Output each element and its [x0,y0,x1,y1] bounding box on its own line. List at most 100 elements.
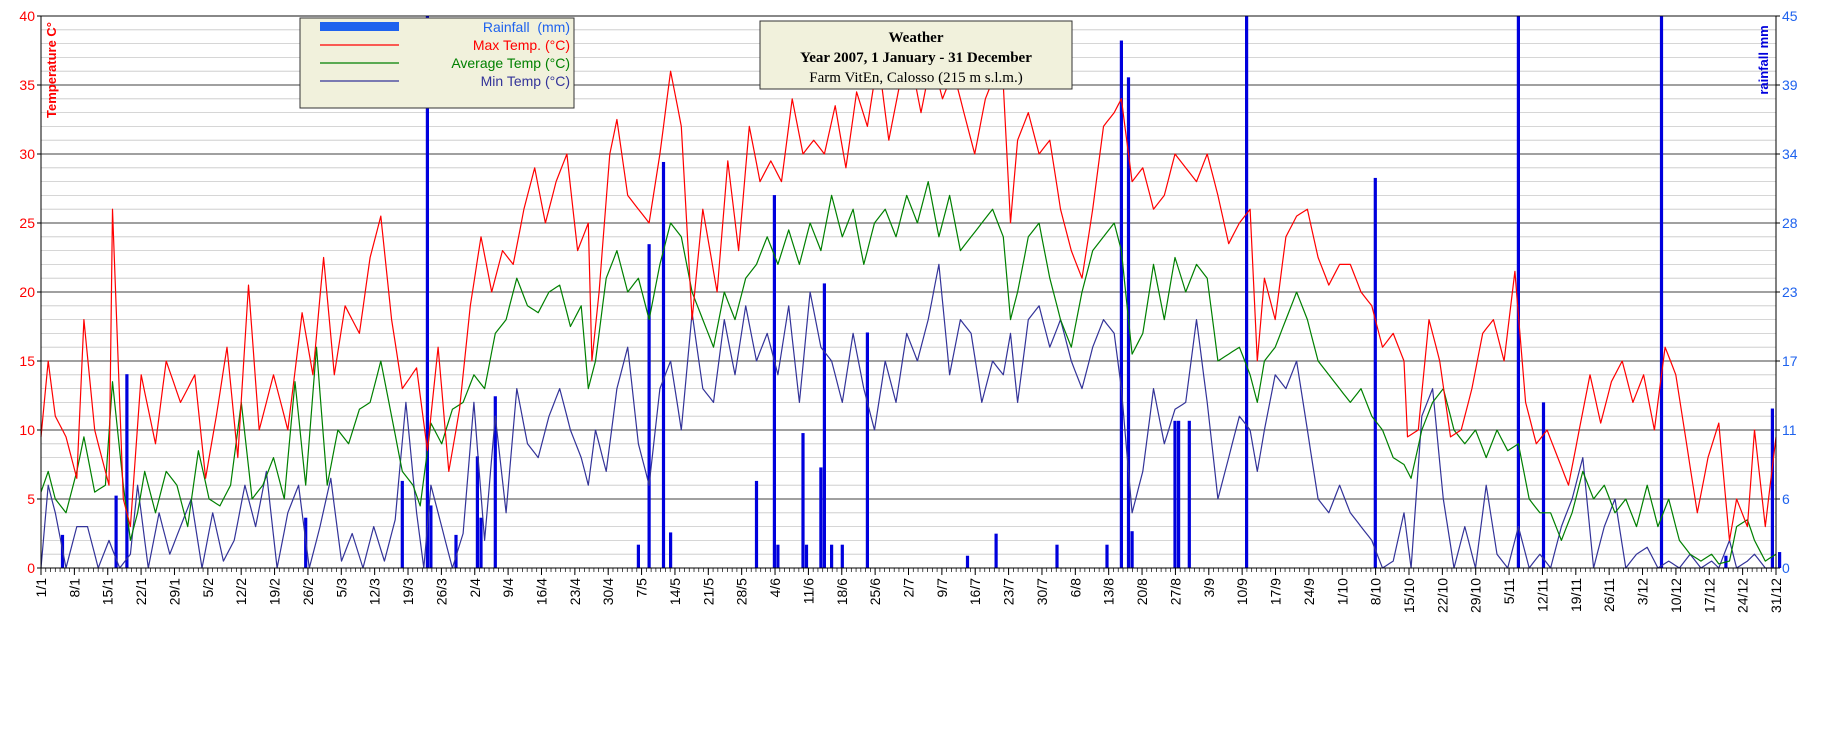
rainfall-bar [819,467,823,568]
rainfall-bar [636,544,640,568]
x-tick-label: 25/6 [867,578,883,605]
x-tick-label: 12/11 [1534,578,1550,612]
x-tick-label: 5/3 [333,578,349,598]
x-tick-label: 30/7 [1034,578,1050,605]
chart-title: Weather [889,30,944,46]
x-tick-label: 17/12 [1701,578,1717,613]
x-tick-label: 12/3 [367,578,383,605]
x-tick-label: 28/5 [734,578,750,605]
rainfall-bar [114,495,118,568]
rainfall-bar [661,161,666,568]
rainfall-bar [772,195,776,569]
rainfall-bar [125,374,129,568]
y2-tick-label: 17 [1782,353,1798,369]
x-tick-label: 22/1 [133,578,149,605]
rainfall-bar [840,544,844,568]
legend-label-min: Min Temp (°C) [481,73,570,89]
series-line-avg [40,181,1777,565]
x-tick-label: 7/5 [634,578,650,598]
chart-subtitle-location: Farm VitEn, Calosso (215 m s.l.m.) [809,70,1022,86]
y-tick-label: 25 [19,215,35,231]
y-tick-label: 35 [19,77,35,93]
x-tick-label: 22/10 [1434,578,1450,613]
legend-label-avg: Average Temp (°C) [451,55,570,71]
x-tick-label: 23/7 [1001,578,1017,605]
rainfall-bar [647,244,651,568]
x-tick-label: 26/3 [433,578,449,605]
x-tick-label: 18/6 [834,578,850,605]
x-tick-label: 19/3 [400,578,416,605]
y-tick-label: 15 [19,353,35,369]
y2-tick-label: 45 [1782,8,1798,24]
rainfall-bar [865,332,869,568]
x-tick-label: 17/9 [1268,578,1284,605]
legend-label-rain: Rainfall (mm) [483,19,570,35]
x-tick-label: 9/7 [934,578,950,598]
title-box-bg [759,20,1073,90]
x-tick-label: 11/6 [800,578,816,604]
x-tick-label: 6/8 [1067,578,1083,598]
y2-tick-label: 0 [1782,560,1790,576]
y2-tick-label: 6 [1782,491,1790,507]
x-tick-label: 30/4 [600,578,616,605]
x-tick-label: 3/12 [1635,578,1651,605]
y2-tick-label: 28 [1782,215,1798,231]
rainfall-bar [804,544,809,568]
x-tick-label: 8/1 [66,578,82,598]
x-tick-label: 3/9 [1201,578,1217,598]
rainfall-bar [965,555,970,568]
rainfall-bar [1173,420,1177,568]
series-line-min [40,263,1776,569]
rainfall-bar [754,480,759,568]
y-tick-label: 0 [27,560,35,576]
x-tick-label: 26/2 [300,578,316,605]
legend-label-max: Max Temp. (°C) [473,37,570,53]
x-tick-label: 10/9 [1234,578,1250,605]
rainfall-bar [822,283,826,568]
y2-tick-label: 23 [1782,284,1798,300]
y-tick-label: 30 [19,146,35,162]
chart-subtitle: Year 2007, 1 January - 31 December [800,50,1032,66]
y2-tick-label: 39 [1782,77,1798,93]
x-tick-label: 4/6 [767,578,783,598]
rainfall-bar [425,16,429,568]
x-tick-label: 29/1 [167,578,183,605]
rainfall-bar [1516,16,1520,568]
rainfall-bar [1105,544,1109,568]
x-tick-label: 16/4 [534,578,550,605]
rainfall-bar [776,544,780,568]
x-tick-label: 2/4 [467,578,483,598]
x-tick-label: 8/10 [1368,578,1384,605]
rainfall-bar [830,544,834,568]
y-tick-label: 5 [27,491,35,507]
rainfall-bar [1770,408,1774,568]
x-tick-label: 23/4 [567,578,583,605]
rainfall-bar [479,517,483,568]
x-tick-label: 16/7 [967,578,983,605]
rainfall-bar [801,433,805,568]
rainfall-bar [400,480,404,568]
x-tick-label: 27/8 [1167,578,1183,605]
x-tick-label: 1/1 [33,578,49,598]
rainfall-bar [669,532,673,568]
y-tick-label: 40 [19,8,35,24]
x-tick-label: 24/9 [1301,578,1317,605]
rainfall-bar [1541,402,1546,568]
x-tick-label: 5/2 [200,578,216,598]
x-tick-label: 19/11 [1568,578,1584,612]
x-tick-label: 24/12 [1735,578,1751,613]
rainfall-bar [475,456,479,568]
rainfall-bar [454,534,458,568]
x-tick-label: 31/12 [1768,578,1784,613]
y2-axis-label: rainfall mm [1756,25,1771,94]
x-tick-label: 15/1 [100,578,116,605]
rainfall-bar [1373,177,1377,569]
legend-swatch-rain [320,22,399,31]
x-tick-label: 19/2 [267,578,283,605]
rainfall-bar [429,505,433,568]
x-tick-label: 20/8 [1134,578,1150,605]
x-tick-label: 5/11 [1501,578,1517,604]
x-tick-label: 15/10 [1401,578,1417,613]
y-tick-label: 20 [19,284,35,300]
